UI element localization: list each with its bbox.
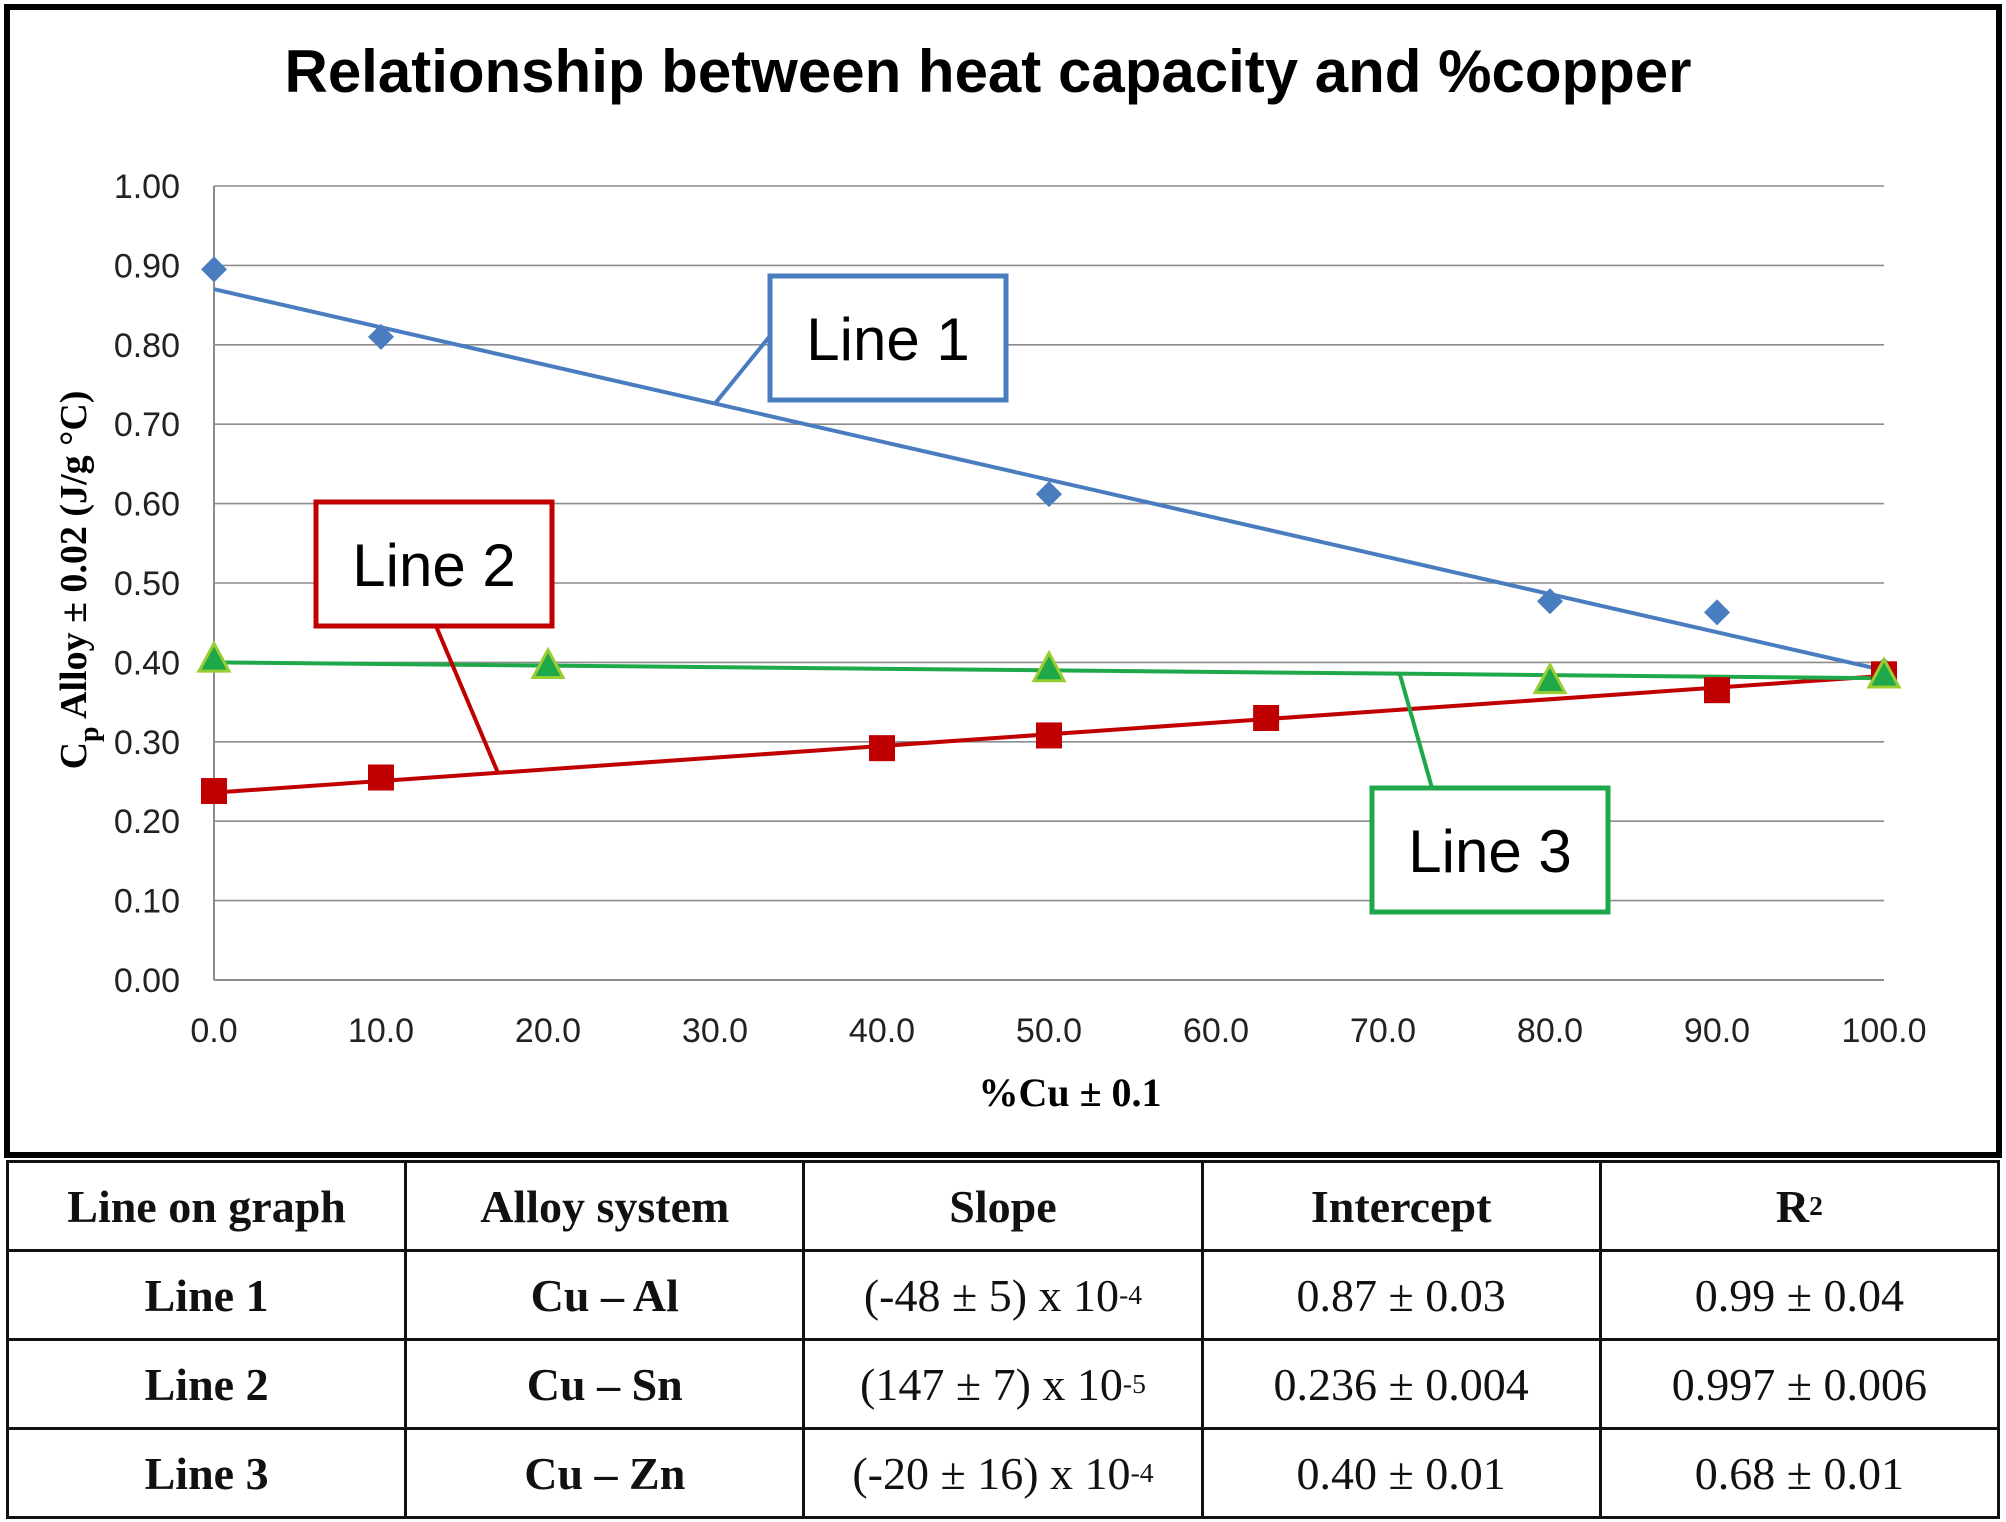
data-point-triangle xyxy=(1031,649,1067,683)
y-axis-label-rest: Alloy ± 0.02 (J/g °C) xyxy=(53,391,95,727)
y-tick-label: 1.00 xyxy=(114,168,180,206)
data-point-diamond xyxy=(201,256,227,283)
results-table: Line on graph Alloy system Slope Interce… xyxy=(5,1160,2001,1519)
slope-exp: -5 xyxy=(1122,1367,1146,1399)
header-line-on-graph: Line on graph xyxy=(5,1160,408,1252)
cell-r2: 0.997 ± 0.006 xyxy=(1598,1338,2001,1430)
data-point-square xyxy=(368,764,394,791)
data-point-square xyxy=(1704,677,1730,704)
cell-intercept: 0.87 ± 0.03 xyxy=(1200,1249,1602,1341)
callout-label-line-3: Line 3 xyxy=(1408,818,1571,885)
cell-alloy: Cu – Zn xyxy=(404,1427,806,1519)
data-point-diamond xyxy=(1036,481,1062,508)
y-tick-label: 0.50 xyxy=(114,565,180,603)
y-tick-label: 0.40 xyxy=(114,644,180,682)
chart-svg: Relationship between heat capacity and %… xyxy=(53,38,1927,1115)
data-point-diamond xyxy=(1704,599,1730,626)
x-tick-label: 20.0 xyxy=(515,1012,581,1050)
data-point-diamond xyxy=(368,323,394,350)
x-tick-label: 70.0 xyxy=(1350,1012,1416,1050)
header-r-base: R xyxy=(1775,1180,1810,1232)
cell-line: Line 1 xyxy=(5,1249,408,1341)
y-tick-label: 0.30 xyxy=(114,724,180,762)
cell-r2: 0.68 ± 0.01 xyxy=(1598,1427,2001,1519)
header-r-squared: R2 xyxy=(1598,1160,2001,1252)
slope-exp: -4 xyxy=(1119,1278,1143,1310)
x-tick-label: 80.0 xyxy=(1517,1012,1583,1050)
header-slope: Slope xyxy=(802,1160,1204,1252)
data-point-square xyxy=(1253,704,1280,731)
data-point-square xyxy=(201,778,227,805)
slope-base: (147 ± 7) x 10 xyxy=(860,1358,1123,1410)
slope-base: (-20 ± 16) x 10 xyxy=(852,1447,1131,1499)
data-point-triangle xyxy=(196,640,232,673)
x-axis-label: %Cu ± 0.1 xyxy=(978,1070,1161,1115)
table-row: Line 1 Cu – Al (-48 ± 5) x 10-4 0.87 ± 0… xyxy=(5,1249,2001,1341)
header-alloy-system: Alloy system xyxy=(404,1160,806,1252)
axes xyxy=(213,186,1884,981)
x-tick-label: 40.0 xyxy=(849,1012,915,1050)
cell-r2: 0.99 ± 0.04 xyxy=(1598,1249,2001,1341)
callout-box-line-1 xyxy=(767,273,1009,403)
slope-base: (-48 ± 5) x 10 xyxy=(863,1269,1120,1321)
cell-slope: (-48 ± 5) x 10-4 xyxy=(802,1249,1204,1341)
y-tick-label: 0.20 xyxy=(114,803,180,841)
data-point-square xyxy=(1036,722,1062,749)
cell-line: Line 3 xyxy=(5,1427,408,1519)
x-tick-label: 60.0 xyxy=(1183,1012,1249,1050)
callouts: Line 1 Line 2 Line 3 xyxy=(313,273,1611,915)
x-tick-label: 10.0 xyxy=(348,1012,414,1050)
cell-intercept: 0.40 ± 0.01 xyxy=(1200,1427,1602,1519)
x-tick-label: 50.0 xyxy=(1016,1012,1082,1050)
data-point-square xyxy=(869,735,895,762)
y-axis-label-sub: p xyxy=(74,726,105,742)
data-point-triangle xyxy=(1866,656,1902,689)
chart-title: Relationship between heat capacity and %… xyxy=(284,38,1691,105)
data-point-triangle xyxy=(530,646,566,680)
x-tick-labels: 0.0 10.0 20.0 30.0 40.0 50.0 60.0 70.0 80.0 90.0 1… xyxy=(190,1012,1926,1050)
callout-box-line-2 xyxy=(313,499,555,629)
table-row: Line 3 Cu – Zn (-20 ± 16) x 10-4 0.40 ± … xyxy=(5,1427,2001,1519)
y-tick-label: 0.70 xyxy=(114,406,180,444)
y-tick-labels: 0.00 0.10 0.20 0.30 0.40 0.50 0.60 0.70 0.80 0.90… xyxy=(114,168,180,1000)
x-tick-label: 0.0 xyxy=(190,1012,237,1050)
callout-label-line-2: Line 2 xyxy=(352,532,515,599)
slope-exp: -4 xyxy=(1130,1456,1154,1488)
table-header-row: Line on graph Alloy system Slope Interce… xyxy=(5,1160,2001,1252)
y-tick-label: 0.80 xyxy=(114,327,180,365)
x-tick-label: 100.0 xyxy=(1841,1012,1926,1050)
callout-leader-line-3 xyxy=(1397,673,1434,789)
callout-leader-line-1 xyxy=(713,334,772,405)
fit-line-line-1 xyxy=(213,287,1885,673)
x-tick-label: 90.0 xyxy=(1684,1012,1750,1050)
table-row: Line 2 Cu – Sn (147 ± 7) x 10-5 0.236 ± … xyxy=(5,1338,2001,1430)
cell-alloy: Cu – Sn xyxy=(404,1338,806,1430)
cell-slope: (147 ± 7) x 10-5 xyxy=(802,1338,1204,1430)
data-markers xyxy=(196,256,1902,805)
y-axis-label: Cp Alloy ± 0.02 (J/g °C) xyxy=(53,391,105,770)
x-tick-label: 30.0 xyxy=(682,1012,748,1050)
callout-leader-line-2 xyxy=(434,625,500,774)
y-tick-label: 0.10 xyxy=(114,883,180,921)
data-point-triangle xyxy=(1532,661,1568,695)
callout-label-line-1: Line 1 xyxy=(806,306,969,373)
data-point-diamond xyxy=(1537,588,1563,615)
cell-alloy: Cu – Al xyxy=(404,1249,806,1341)
y-tick-label: 0.60 xyxy=(114,486,180,524)
header-r-sup: 2 xyxy=(1809,1189,1823,1221)
y-tick-label: 0.00 xyxy=(114,962,180,1000)
cell-intercept: 0.236 ± 0.004 xyxy=(1200,1338,1602,1430)
cell-slope: (-20 ± 16) x 10-4 xyxy=(802,1427,1204,1519)
callout-box-line-3 xyxy=(1369,785,1611,915)
y-tick-label: 0.90 xyxy=(114,247,180,285)
cell-line: Line 2 xyxy=(5,1338,408,1430)
header-intercept: Intercept xyxy=(1200,1160,1602,1252)
y-axis-label-main: C xyxy=(53,742,95,769)
